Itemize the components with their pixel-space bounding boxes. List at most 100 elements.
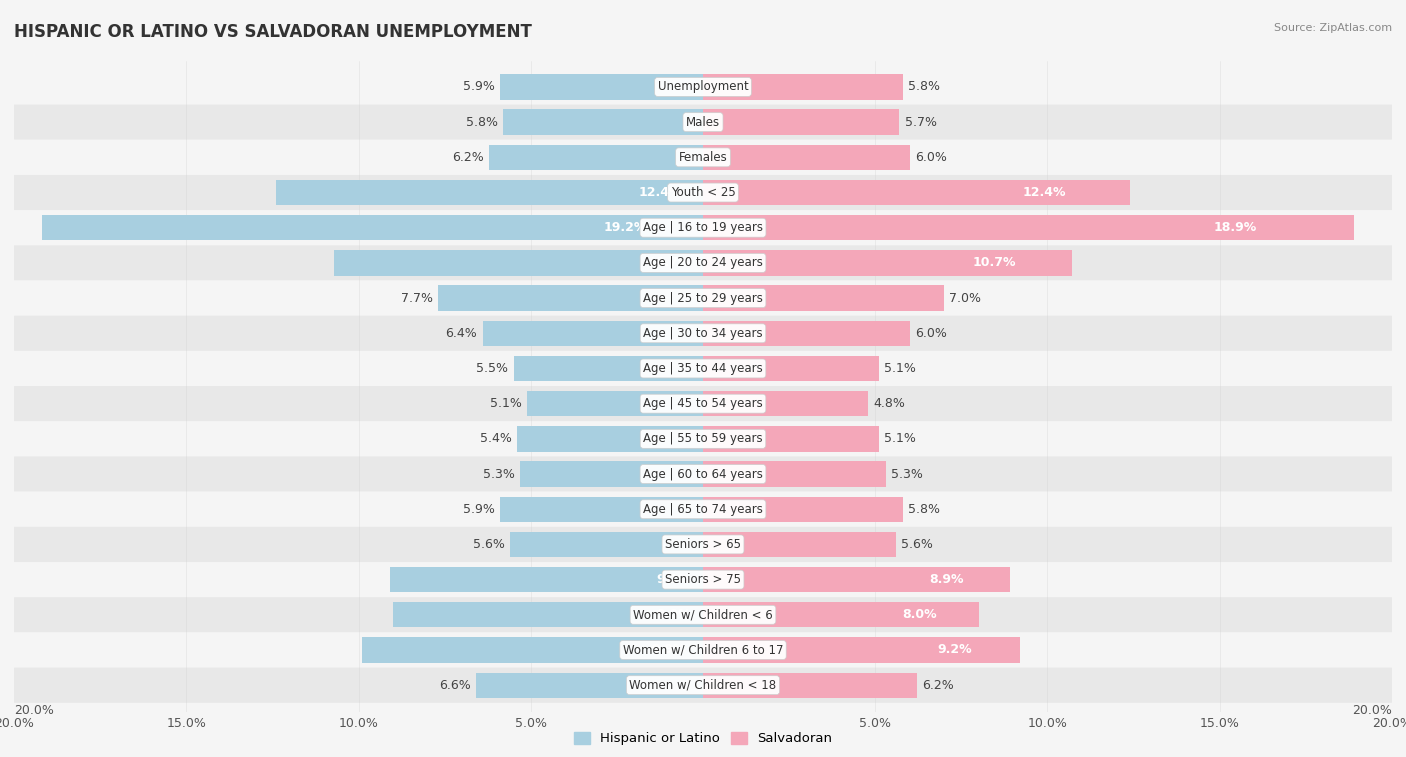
FancyBboxPatch shape	[14, 491, 1392, 527]
Text: 5.8%: 5.8%	[908, 80, 941, 93]
Text: 5.4%: 5.4%	[479, 432, 512, 445]
Text: Women w/ Children < 18: Women w/ Children < 18	[630, 679, 776, 692]
Text: 9.1%: 9.1%	[657, 573, 690, 586]
Text: 8.9%: 8.9%	[929, 573, 963, 586]
Bar	[392, 602, 703, 628]
Text: Age | 55 to 59 years: Age | 55 to 59 years	[643, 432, 763, 445]
Text: Age | 25 to 29 years: Age | 25 to 29 years	[643, 291, 763, 304]
Text: HISPANIC OR LATINO VS SALVADORAN UNEMPLOYMENT: HISPANIC OR LATINO VS SALVADORAN UNEMPLO…	[14, 23, 531, 41]
Text: 18.9%: 18.9%	[1213, 221, 1257, 234]
Bar	[703, 285, 945, 311]
Bar	[703, 497, 903, 522]
Text: 19.2%: 19.2%	[603, 221, 647, 234]
Bar	[437, 285, 703, 311]
Text: 12.4%: 12.4%	[1022, 186, 1066, 199]
Text: Age | 20 to 24 years: Age | 20 to 24 years	[643, 257, 763, 269]
Text: Unemployment: Unemployment	[658, 80, 748, 93]
FancyBboxPatch shape	[14, 316, 1392, 351]
Bar	[703, 637, 1019, 662]
Bar	[42, 215, 703, 241]
Text: 9.9%: 9.9%	[652, 643, 686, 656]
Text: 5.9%: 5.9%	[463, 80, 495, 93]
FancyBboxPatch shape	[14, 210, 1392, 245]
Text: 5.1%: 5.1%	[491, 397, 522, 410]
Text: 9.2%: 9.2%	[938, 643, 973, 656]
Bar	[703, 74, 903, 100]
Bar	[703, 391, 869, 416]
Bar	[703, 531, 896, 557]
Text: 7.0%: 7.0%	[949, 291, 981, 304]
Text: 5.1%: 5.1%	[884, 362, 915, 375]
FancyBboxPatch shape	[14, 386, 1392, 421]
Bar	[703, 110, 900, 135]
Bar	[475, 672, 703, 698]
FancyBboxPatch shape	[14, 562, 1392, 597]
Text: 5.8%: 5.8%	[908, 503, 941, 516]
Text: Age | 65 to 74 years: Age | 65 to 74 years	[643, 503, 763, 516]
Bar	[703, 461, 886, 487]
Bar	[520, 461, 703, 487]
Bar	[703, 321, 910, 346]
Legend: Hispanic or Latino, Salvadoran: Hispanic or Latino, Salvadoran	[568, 727, 838, 750]
Bar	[513, 356, 703, 381]
Text: Females: Females	[679, 151, 727, 164]
FancyBboxPatch shape	[14, 70, 1392, 104]
Text: Source: ZipAtlas.com: Source: ZipAtlas.com	[1274, 23, 1392, 33]
Text: Age | 60 to 64 years: Age | 60 to 64 years	[643, 468, 763, 481]
FancyBboxPatch shape	[14, 351, 1392, 386]
Text: Age | 16 to 19 years: Age | 16 to 19 years	[643, 221, 763, 234]
FancyBboxPatch shape	[14, 245, 1392, 281]
Bar	[276, 180, 703, 205]
FancyBboxPatch shape	[14, 175, 1392, 210]
FancyBboxPatch shape	[14, 140, 1392, 175]
Text: 5.3%: 5.3%	[891, 468, 922, 481]
Text: 5.6%: 5.6%	[472, 538, 505, 551]
Bar	[335, 251, 703, 276]
Text: 10.7%: 10.7%	[648, 257, 692, 269]
Text: 5.6%: 5.6%	[901, 538, 934, 551]
Text: 5.1%: 5.1%	[884, 432, 915, 445]
Text: 6.0%: 6.0%	[915, 327, 946, 340]
Text: 5.3%: 5.3%	[484, 468, 515, 481]
Text: Age | 35 to 44 years: Age | 35 to 44 years	[643, 362, 763, 375]
FancyBboxPatch shape	[14, 281, 1392, 316]
Text: 6.6%: 6.6%	[439, 679, 471, 692]
Bar	[703, 145, 910, 170]
FancyBboxPatch shape	[14, 527, 1392, 562]
Bar	[503, 110, 703, 135]
Text: 6.0%: 6.0%	[915, 151, 946, 164]
FancyBboxPatch shape	[14, 456, 1392, 491]
Bar	[482, 321, 703, 346]
Text: 6.4%: 6.4%	[446, 327, 478, 340]
Bar	[510, 531, 703, 557]
Bar	[703, 426, 879, 451]
Text: Seniors > 65: Seniors > 65	[665, 538, 741, 551]
FancyBboxPatch shape	[14, 104, 1392, 140]
Bar	[703, 251, 1071, 276]
Text: 5.5%: 5.5%	[477, 362, 509, 375]
Bar	[703, 356, 879, 381]
Bar	[703, 672, 917, 698]
Text: Males: Males	[686, 116, 720, 129]
Bar	[499, 497, 703, 522]
FancyBboxPatch shape	[14, 668, 1392, 702]
Text: 9.0%: 9.0%	[657, 609, 692, 621]
Bar	[517, 426, 703, 451]
Text: 7.7%: 7.7%	[401, 291, 433, 304]
Text: Youth < 25: Youth < 25	[671, 186, 735, 199]
Text: 6.2%: 6.2%	[453, 151, 484, 164]
Bar	[527, 391, 703, 416]
Text: 10.7%: 10.7%	[973, 257, 1017, 269]
Text: Women w/ Children < 6: Women w/ Children < 6	[633, 609, 773, 621]
Bar	[703, 180, 1130, 205]
Bar	[703, 602, 979, 628]
Text: Age | 30 to 34 years: Age | 30 to 34 years	[643, 327, 763, 340]
FancyBboxPatch shape	[14, 597, 1392, 632]
Bar	[703, 567, 1010, 592]
FancyBboxPatch shape	[14, 421, 1392, 456]
Bar	[499, 74, 703, 100]
FancyBboxPatch shape	[14, 632, 1392, 668]
Bar	[389, 567, 703, 592]
Text: 5.7%: 5.7%	[904, 116, 936, 129]
Text: 4.8%: 4.8%	[873, 397, 905, 410]
